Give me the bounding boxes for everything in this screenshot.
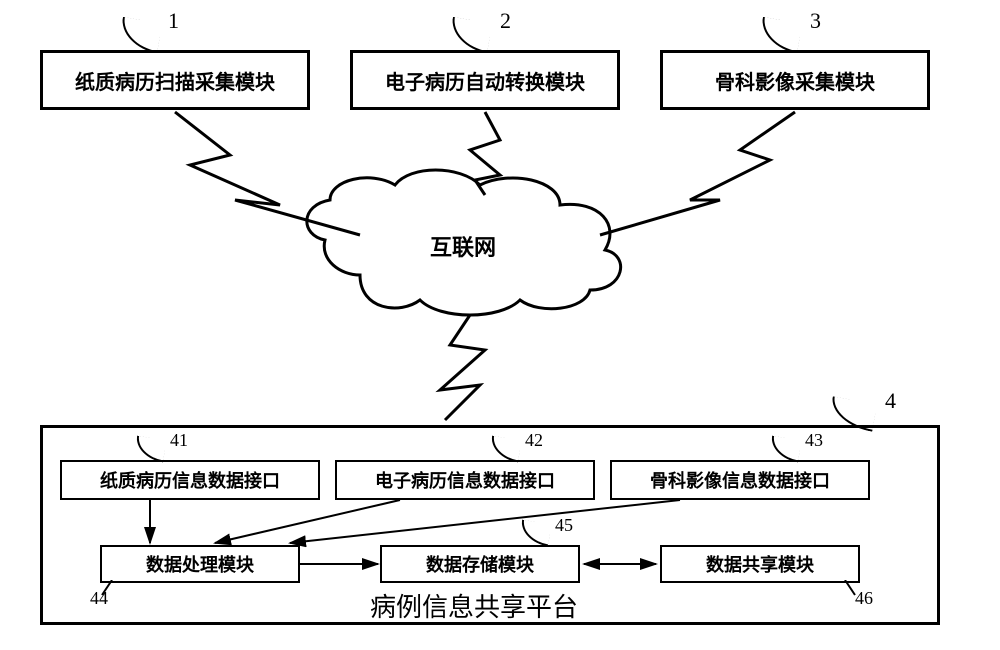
platform-title: 病例信息共享平台	[370, 587, 578, 624]
ref-curve-icon	[448, 17, 493, 53]
sub-emr-interface: 电子病历信息数据接口	[335, 460, 595, 500]
ref-label-43: 43	[805, 430, 823, 451]
sub-data-process-label: 数据处理模块	[146, 551, 254, 577]
sub-paper-interface: 纸质病历信息数据接口	[60, 460, 320, 500]
ref-label-4: 4	[885, 388, 896, 414]
module-ortho-image-label: 骨科影像采集模块	[715, 66, 875, 95]
sub-data-share: 数据共享模块	[660, 545, 860, 583]
ref-line-icon	[100, 580, 120, 600]
ref-curve-icon	[758, 17, 803, 53]
sub-ortho-interface-label: 骨科影像信息数据接口	[650, 467, 830, 493]
module-emr-convert-label: 电子病历自动转换模块	[385, 66, 585, 95]
module-emr-convert: 电子病历自动转换模块	[350, 50, 620, 110]
module-ortho-image: 骨科影像采集模块	[660, 50, 930, 110]
ref-label-45: 45	[555, 515, 573, 536]
ref-label-2: 2	[500, 8, 511, 34]
ref-label-3: 3	[810, 8, 821, 34]
ref-curve-icon	[118, 17, 163, 53]
sub-ortho-interface: 骨科影像信息数据接口	[610, 460, 870, 500]
sub-paper-interface-label: 纸质病历信息数据接口	[100, 467, 280, 493]
zigzag-connector-icon	[470, 112, 500, 195]
sub-data-process: 数据处理模块	[100, 545, 300, 583]
module-paper-scan-label: 纸质病历扫描采集模块	[75, 66, 275, 95]
zigzag-connector-icon	[440, 315, 485, 420]
module-paper-scan: 纸质病历扫描采集模块	[40, 50, 310, 110]
sub-emr-interface-label: 电子病历信息数据接口	[375, 467, 555, 493]
ref-line-icon	[840, 580, 860, 600]
zigzag-connector-icon	[175, 112, 360, 235]
zigzag-connector-icon	[600, 112, 795, 235]
sub-data-share-label: 数据共享模块	[706, 551, 814, 577]
ref-label-1: 1	[168, 8, 179, 34]
ref-label-41: 41	[170, 430, 188, 451]
sub-data-store: 数据存储模块	[380, 545, 580, 583]
cloud-label: 互联网	[430, 230, 496, 262]
sub-data-store-label: 数据存储模块	[426, 551, 534, 577]
ref-label-42: 42	[525, 430, 543, 451]
